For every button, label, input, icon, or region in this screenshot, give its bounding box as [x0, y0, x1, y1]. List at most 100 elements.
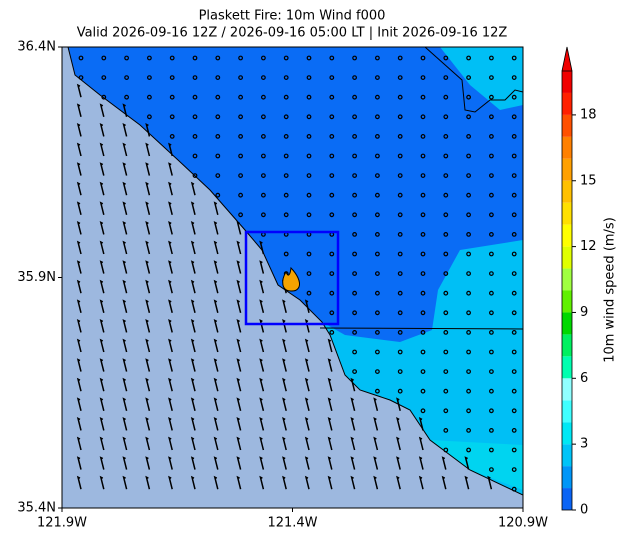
calm-marker: [511, 388, 517, 394]
calm-marker: [466, 212, 472, 218]
calm-marker: [397, 94, 403, 100]
wind-barb: [282, 416, 287, 431]
calm-marker: [420, 212, 426, 218]
x-tick-label: 121.4W: [267, 516, 317, 531]
calm-marker: [238, 114, 244, 120]
wind-barb: [145, 181, 151, 196]
calm-marker: [443, 114, 449, 120]
calm-marker: [489, 330, 494, 335]
calm-marker: [352, 55, 358, 61]
calm-marker: [192, 94, 198, 100]
wind-barb: [145, 338, 151, 353]
wind-barb: [190, 240, 196, 255]
wind-barb: [122, 201, 128, 215]
colorbar-bin: [562, 312, 572, 335]
calm-marker: [352, 94, 358, 100]
wind-zone: [430, 440, 523, 490]
colorbar-bin: [562, 158, 572, 181]
calm-marker: [511, 369, 517, 375]
calm-marker: [489, 231, 494, 237]
calm-marker: [489, 75, 494, 80]
calm-marker: [169, 55, 175, 61]
wind-barb: [145, 260, 151, 274]
wind-barb: [122, 416, 128, 431]
wind-barb: [99, 103, 105, 117]
calm-marker: [306, 114, 312, 120]
calm-marker: [443, 153, 449, 159]
county-line: [319, 327, 523, 330]
colorbar-label: 10m wind speed (m/s): [603, 217, 618, 363]
calm-marker: [169, 75, 175, 80]
colorbar-extend: [561, 46, 573, 72]
calm-marker: [466, 408, 472, 414]
wind-barb: [145, 397, 151, 411]
calm-marker: [443, 231, 449, 237]
calm-marker: [375, 114, 380, 120]
wind-barb: [99, 475, 105, 490]
wind-barb: [145, 162, 151, 176]
colorbar-frame: [561, 70, 573, 511]
calm-marker: [443, 310, 449, 316]
wind-barb: [99, 260, 105, 274]
calm-marker: [261, 55, 266, 61]
wind-barb: [122, 240, 128, 255]
wind-barb: [168, 377, 173, 392]
wind-barb: [304, 436, 310, 451]
wind-barb: [76, 201, 82, 215]
fire-area-box: [244, 230, 340, 326]
calm-marker: [238, 153, 244, 159]
wind-barb: [190, 318, 196, 333]
wind-barb: [76, 142, 82, 157]
wind-barb: [99, 358, 105, 372]
calm-marker: [375, 310, 380, 316]
calm-marker: [169, 114, 175, 120]
wind-barb: [145, 279, 151, 294]
wind-barb: [145, 416, 151, 431]
calm-marker: [215, 192, 221, 198]
calm-marker: [329, 133, 335, 139]
colorbar-bin: [562, 378, 572, 401]
wind-barb: [99, 162, 105, 176]
calm-marker: [466, 271, 472, 277]
wind-barb: [236, 416, 242, 431]
wind-barb: [213, 201, 219, 215]
wind-barb: [76, 456, 82, 470]
wind-barb: [76, 416, 82, 431]
wind-barb: [76, 377, 82, 392]
calm-marker: [466, 310, 472, 316]
calm-marker: [443, 349, 449, 355]
calm-marker: [192, 75, 198, 80]
calm-marker: [306, 153, 312, 159]
calm-marker: [489, 408, 494, 414]
wind-barb: [122, 260, 128, 274]
calm-marker: [329, 153, 335, 159]
wind-barb: [282, 299, 287, 313]
calm-marker: [420, 192, 426, 198]
calm-marker: [489, 192, 494, 198]
wind-barb: [190, 436, 196, 451]
calm-marker: [261, 94, 266, 100]
wind-barb: [259, 475, 265, 490]
colorbar-tick-label: 18: [580, 107, 597, 122]
calm-marker: [420, 133, 426, 139]
calm-marker: [329, 94, 335, 100]
wind-barb: [418, 475, 424, 490]
calm-marker: [466, 369, 472, 375]
calm-marker: [397, 369, 403, 375]
calm-marker: [420, 114, 426, 120]
colorbar-bin: [562, 246, 572, 269]
calm-marker: [397, 133, 403, 139]
colorbar-bin: [562, 400, 572, 423]
calm-marker: [466, 428, 472, 433]
wind-barb: [145, 436, 151, 451]
calm-marker: [78, 75, 84, 80]
calm-marker: [420, 310, 426, 316]
wind-barb: [236, 260, 242, 274]
calm-marker: [283, 173, 289, 179]
calm-marker: [489, 133, 494, 139]
calm-marker: [420, 388, 426, 394]
wind-zone: [440, 47, 523, 110]
wind-barb: [213, 338, 219, 353]
wind-barb: [282, 377, 287, 392]
y-tick-label: 35.9N: [17, 270, 56, 285]
